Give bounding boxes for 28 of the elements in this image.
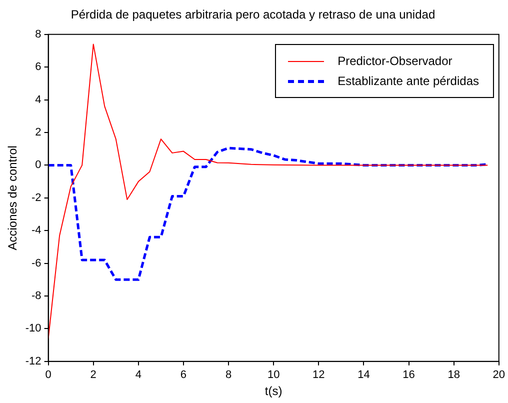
x-tick-label: 20 bbox=[492, 369, 506, 382]
y-tick-label: 6 bbox=[35, 61, 42, 74]
x-tick-label: 18 bbox=[448, 369, 460, 382]
x-tick-label: 2 bbox=[90, 369, 96, 382]
x-tick-label: 6 bbox=[180, 369, 187, 382]
x-tick-label: 16 bbox=[402, 369, 415, 382]
y-tick-label: -4 bbox=[32, 224, 42, 237]
chart-title: Pérdida de paquetes arbitraria pero acotada y retraso de una unidad bbox=[70, 8, 436, 22]
y-tick-label: 2 bbox=[35, 126, 42, 139]
x-tick-label: 14 bbox=[358, 369, 370, 382]
x-tick-label: 8 bbox=[225, 369, 232, 382]
x-axis-title: t(s) bbox=[264, 384, 282, 398]
line-series bbox=[48, 146, 489, 281]
y-tick-label: 8 bbox=[35, 28, 42, 40]
y-tick-label: -6 bbox=[32, 257, 42, 270]
y-tick-label: -8 bbox=[32, 290, 42, 302]
y-tick-label: -10 bbox=[25, 322, 42, 335]
x-tick-label: 4 bbox=[135, 369, 142, 382]
y-tick-label: 4 bbox=[35, 94, 42, 106]
y-axis-title: Acciones de control bbox=[6, 146, 20, 250]
x-tick-label: 10 bbox=[267, 369, 280, 382]
legend-label: Predictor-Observador bbox=[338, 54, 452, 68]
y-tick-label: -12 bbox=[25, 355, 42, 368]
x-tick-label: 12 bbox=[312, 369, 325, 382]
legend-label: Establizante ante pérdidas bbox=[338, 74, 479, 88]
x-tick-label: 0 bbox=[45, 369, 52, 382]
y-tick-label: -2 bbox=[32, 192, 42, 204]
y-tick-label: 0 bbox=[35, 159, 42, 172]
